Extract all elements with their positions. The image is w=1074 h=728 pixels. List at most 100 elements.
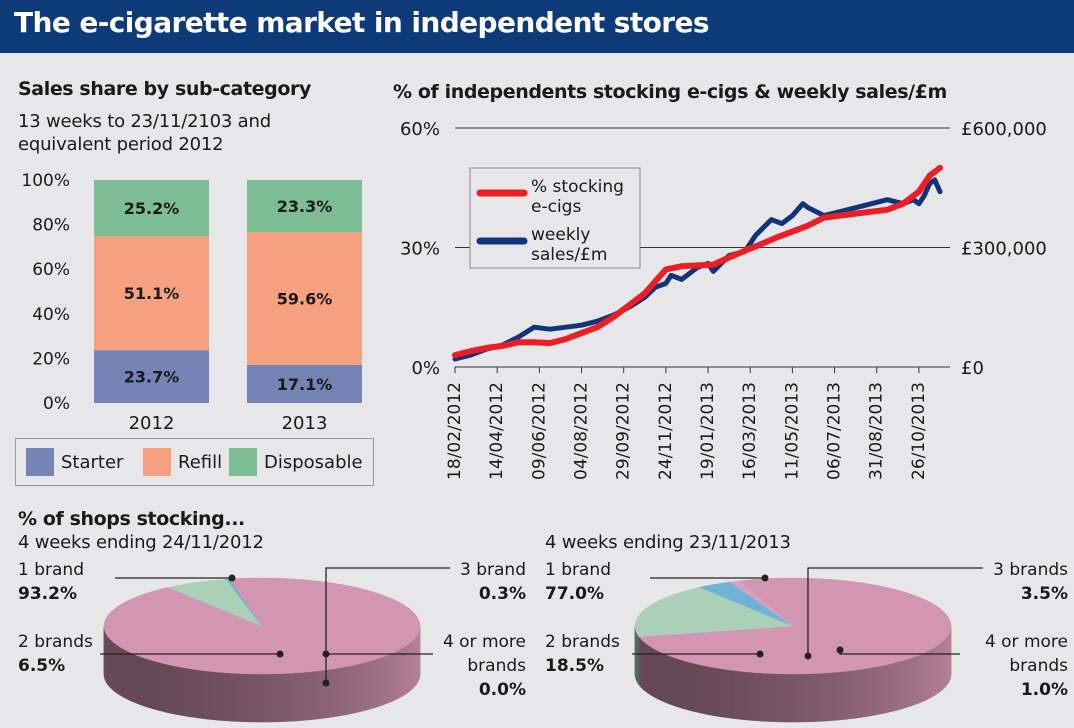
pie-right-slice-side: [766, 673, 771, 722]
bar-data-label: 23.7%: [124, 368, 180, 387]
pie-right-slice-side: [775, 673, 780, 723]
pie-right-slice-side: [791, 673, 796, 723]
pie-left-value-1: 93.2%: [18, 584, 77, 604]
pie-left-slice-side: [161, 662, 165, 713]
pie-left-slice-side: [310, 671, 314, 720]
page-title: The e-cigarette market in independent st…: [14, 6, 710, 39]
bar-y-tick-label: 40%: [32, 305, 70, 325]
pie-right-slice-side: [855, 669, 860, 719]
pie-section-heading: % of shops stocking...: [18, 508, 245, 530]
pie-left-slice-side: [304, 671, 308, 721]
bar-chart-legend: Starter Refill Disposable: [15, 438, 374, 486]
line-y-right-tick-label: £600,000: [961, 119, 1047, 140]
pie-right-slice-side: [841, 671, 845, 721]
bar-y-tick-label: 0%: [43, 394, 70, 414]
pie-right-slice-side: [738, 670, 743, 720]
pie-left-slice-side: [205, 670, 209, 720]
legend-sales-label-2: sales/£m: [531, 245, 607, 265]
pie-right-slice-side: [813, 673, 818, 722]
pie-right-slice-side: [685, 660, 689, 711]
pie-right-slice-top: [638, 577, 952, 675]
pie-right-slice-side: [844, 670, 848, 720]
pie-left-slice-side: [380, 656, 384, 707]
pie-right-slice-side: [898, 660, 902, 711]
pie-right-slice-side: [694, 663, 698, 713]
pie-left-slice-side: [187, 668, 192, 718]
pie-right-slice-side: [772, 673, 777, 723]
disposable-swatch: [229, 448, 257, 476]
pie-left-slice-side: [223, 672, 227, 722]
pie-right-label-2: 2 brands 18.5%: [545, 630, 620, 678]
pie-left-slice-side: [244, 673, 249, 723]
pie-left-slice-side: [241, 673, 246, 723]
pie-right-label-3: 3 brands 3.5%: [970, 558, 1068, 606]
pie-left-slice-side: [270, 673, 274, 723]
pie-right-slice-side: [715, 667, 720, 717]
pie-right-slice-side: [819, 672, 824, 722]
pie-left-slice-side: [355, 663, 359, 714]
pie-left-slice-side: [319, 670, 323, 720]
pie-left-slice-side: [171, 665, 175, 715]
pie-left-slice-side: [382, 655, 386, 706]
pie-right-slice-side: [763, 672, 767, 722]
pie-left-slice-side: [374, 658, 378, 709]
pie-right-slice-side: [721, 668, 725, 718]
bar-segment: [247, 364, 362, 403]
pie-right-slice-side: [778, 673, 783, 723]
pie-right-label-1-text: 1 brand: [545, 560, 611, 580]
pie-left-slice-side: [248, 673, 252, 723]
pie-left-slice-side: [263, 673, 268, 723]
pie-left-label-4: 4 or more brands 0.0%: [436, 630, 526, 702]
line-x-tick-label: 11/05/2013: [782, 382, 802, 480]
pie-right-slice-side: [785, 673, 789, 723]
pie-right-label-2-text: 2 brands: [545, 632, 620, 652]
pie-right-slice-side: [847, 670, 851, 720]
pie-left-slice-side: [328, 668, 332, 718]
pie-left-label-3: 3 brand 0.3%: [456, 558, 526, 606]
pie-right-slice-side: [769, 673, 774, 722]
pie-left-slice-side: [226, 672, 230, 722]
pie-right-slice-side: [724, 668, 728, 719]
pie-left-slice-side: [141, 656, 145, 707]
pie-right-value-1: 77.0%: [545, 584, 604, 604]
pie-left-leader-1-dot: [228, 574, 236, 582]
pie-right-slice-side: [883, 664, 887, 714]
pie-right-label-3-text: 3 brands: [993, 560, 1068, 580]
pie-left-slice-side: [238, 673, 243, 722]
pie-right-slice-side: [670, 655, 673, 706]
pie-left-slice-side: [235, 673, 240, 722]
pie-left-leader-3-dot: [322, 679, 330, 687]
pie-left-slice-side: [176, 666, 181, 716]
bar-chart-subtitle-1: 13 weeks to 23/11/2103 and: [18, 111, 271, 132]
pie-right-slice-side: [718, 668, 723, 718]
pie-right-slice-side: [713, 667, 717, 717]
pie-right-slice-side: [832, 671, 836, 721]
bar-x-tick-label: 2012: [129, 413, 175, 434]
pie-right-slice-side: [838, 671, 842, 721]
pie-right-title: 4 weeks ending 23/11/2013: [545, 532, 791, 553]
pie-right-slice-side: [891, 662, 895, 712]
pie-right-slice-side: [687, 661, 691, 711]
pie-left-slice-side: [169, 664, 173, 714]
bar-data-label: 23.3%: [277, 197, 333, 216]
legend-label-starter: Starter: [61, 451, 124, 473]
pie-left-slice-side: [193, 668, 197, 719]
pie-right-slice-side: [744, 671, 749, 721]
pie-right-slice-side: [886, 663, 890, 714]
pie-left-slice-side: [257, 673, 262, 723]
pie-right-slice-side: [682, 660, 686, 710]
pie-left-slice-side: [156, 661, 160, 711]
line-x-tick-label: 24/11/2012: [656, 382, 676, 480]
pie-right-slice-side: [747, 671, 752, 721]
line-y-left-tick-label: 0%: [411, 358, 440, 379]
pie-left-label-2: 2 brands 6.5%: [18, 630, 93, 678]
pie-left-slice-side: [372, 659, 375, 709]
pie-left-slice-side: [202, 670, 206, 720]
pie-right-slice-side: [872, 666, 877, 716]
pie-right-value-4: 1.0%: [1020, 680, 1068, 700]
pie-left-value-4: 0.0%: [478, 680, 526, 700]
pie-right-slice-side: [672, 656, 675, 707]
pie-left-slice-side: [152, 660, 156, 710]
pie-right-slice-side: [741, 671, 746, 721]
